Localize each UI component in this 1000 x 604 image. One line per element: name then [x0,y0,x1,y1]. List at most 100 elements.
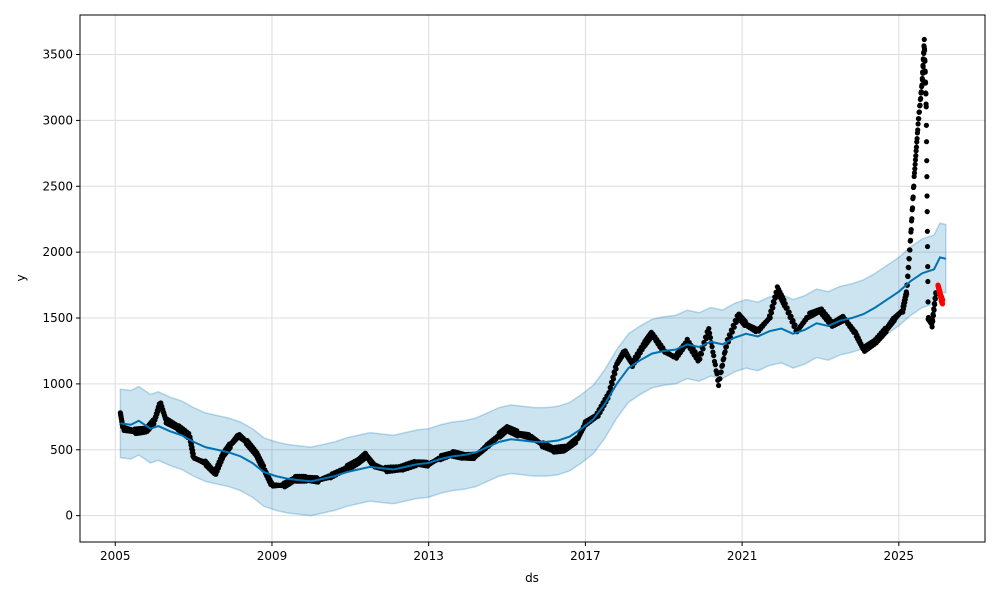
actual-point [924,243,931,250]
actual-point [915,127,921,133]
actual-point [904,291,910,297]
actual-point [782,301,788,307]
actual-point [912,161,918,167]
actual-point [909,216,915,222]
actual-point [917,102,923,108]
y-tick-label: 0 [65,509,73,523]
actual-point [609,381,615,387]
forecast-line [120,256,947,483]
actual-point [906,265,912,271]
actual-point [929,324,935,330]
actual-point [792,322,798,328]
actual-point [918,89,924,95]
actual-point [923,122,929,128]
actual-point [925,264,931,270]
forecast-yhat-line [120,256,947,483]
actual-point [921,36,927,43]
actual-point [907,237,914,243]
actual-point [913,153,919,159]
actual-point [931,307,937,313]
actual-point [922,69,928,75]
ticks: 2005 2009 2013 2017 2021 2025 0 500 1000 1500 2000… [42,48,914,563]
actual-point [768,310,775,316]
y-axis-label: y [14,274,28,281]
plot-frame [79,14,986,543]
x-tick-label: 2013 [413,549,444,563]
actual-point [932,301,938,308]
actual-point [932,296,938,302]
actual-point [707,330,713,336]
actual-point [715,382,722,389]
y-tick-label: 1500 [42,311,73,325]
actual-point [784,305,790,311]
actual-point [721,355,727,362]
actual-point [916,116,922,122]
x-tick-label: 2021 [727,549,758,563]
x-tick-label: 2017 [570,549,601,563]
actual-point [911,170,918,176]
x-tick-label: 2005 [100,549,131,563]
actual-point [613,366,619,372]
actual-point [913,144,920,150]
actual-point [767,315,773,321]
actual-point [916,109,922,115]
actual-point [788,313,794,319]
actual-point [771,300,777,306]
actual-point [930,313,937,319]
grid [80,15,985,542]
actual-point [731,324,737,330]
actual-point [924,193,930,199]
actual-point [906,256,912,262]
y-tick-label: 2500 [42,179,73,193]
y-tick-label: 1000 [42,377,73,391]
actual-point [922,80,929,86]
actual-point [920,64,926,70]
y-tick-label: 500 [50,443,73,457]
actual-point [723,344,730,350]
actual-point [697,356,703,362]
actual-point [260,463,267,469]
actual-point [706,326,712,332]
test-point [940,297,946,303]
x-tick-label: 2025 [884,549,915,563]
actual-point [924,228,930,234]
actual-point [786,309,792,315]
actual-point [922,58,928,64]
actual-point [925,299,931,305]
x-axis-label: ds [525,571,539,585]
actual-point [709,344,715,350]
actual-point [914,135,920,142]
actual-point [924,158,930,164]
actual-point [610,376,617,382]
y-tick-label: 2000 [42,245,73,259]
actual-point [790,318,796,324]
actual-point [923,104,929,110]
actual-point [930,318,936,324]
actual-point [722,349,728,355]
x-tick-label: 2009 [257,549,288,563]
actual-point [719,362,726,368]
actual-point [733,319,739,325]
actual-point [770,305,776,311]
y-tick-label: 3000 [42,113,73,127]
actual-point [918,95,924,102]
actual-point [925,278,931,285]
actual-point [915,121,921,127]
actual-point [905,273,911,280]
actual-point [922,47,928,53]
actual-point [711,353,717,359]
actual-point [718,369,724,375]
actual-point [924,174,930,180]
y-tick-label: 3500 [42,48,73,62]
actual-point [729,329,735,335]
uncertainty-band [119,222,947,517]
actual-point [907,247,913,253]
actual-point [912,166,918,172]
actual-point [924,209,930,215]
actual-point [912,157,919,163]
actual-point [923,139,930,145]
actual-point [698,351,705,357]
actual-point [612,371,618,377]
